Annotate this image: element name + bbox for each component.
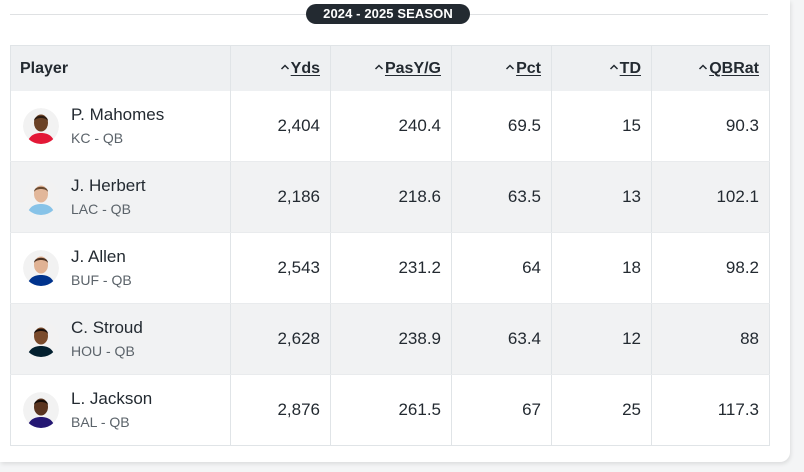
stat-pasyg: 261.5 (330, 374, 452, 446)
passing-stats-table: Player Yds PasY/G Pct TD QBRat (10, 45, 770, 446)
stat-pct: 69.5 (451, 91, 552, 162)
player-team-position: BAL - QB (71, 414, 130, 430)
stat-yds: 2,543 (230, 232, 331, 304)
sort-up-icon (374, 63, 383, 70)
player-headshot-icon[interactable] (23, 179, 59, 215)
stat-pct: 63.4 (451, 303, 552, 375)
stats-card: 2024 - 2025 SEASON Player Yds PasY/G Pct… (0, 0, 790, 462)
table-row: C. Stroud HOU - QB 2,628 238.9 63.4 12 8… (10, 303, 770, 375)
stat-td: 25 (551, 374, 652, 446)
player-name-link[interactable]: J. Herbert (71, 176, 146, 195)
stat-td: 15 (551, 91, 652, 162)
table-row: P. Mahomes KC - QB 2,404 240.4 69.5 15 9… (10, 91, 770, 162)
column-header-td[interactable]: TD (551, 45, 652, 91)
stat-qbrat: 102.1 (651, 161, 770, 233)
player-headshot-icon[interactable] (23, 321, 59, 357)
stat-yds: 2,404 (230, 91, 331, 162)
stat-td: 18 (551, 232, 652, 304)
stat-yds: 2,186 (230, 161, 331, 233)
sort-up-icon (609, 63, 618, 70)
stat-qbrat: 88 (651, 303, 770, 375)
stat-qbrat: 90.3 (651, 91, 770, 162)
table-header-row: Player Yds PasY/G Pct TD QBRat (10, 45, 770, 91)
column-header-yds[interactable]: Yds (230, 45, 331, 91)
column-header-label: PasY/G (384, 59, 441, 77)
stat-qbrat: 98.2 (651, 232, 770, 304)
player-cell: J. Herbert LAC - QB (10, 161, 231, 233)
sort-up-icon (506, 63, 515, 70)
player-name-link[interactable]: J. Allen (71, 247, 126, 266)
player-team-position: BUF - QB (71, 272, 132, 288)
player-headshot-icon[interactable] (23, 250, 59, 286)
stat-pct: 67 (451, 374, 552, 446)
stat-yds: 2,876 (230, 374, 331, 446)
season-badge: 2024 - 2025 SEASON (306, 4, 470, 24)
column-header-pct[interactable]: Pct (451, 45, 552, 91)
column-header-label: Yds (290, 59, 320, 77)
player-headshot-icon[interactable] (23, 108, 59, 144)
column-header-label: QBRat (709, 59, 759, 77)
player-team-position: KC - QB (71, 130, 124, 146)
table-row: J. Allen BUF - QB 2,543 231.2 64 18 98.2 (10, 232, 770, 304)
player-team-position: LAC - QB (71, 201, 131, 217)
column-header-pasyg[interactable]: PasY/G (330, 45, 452, 91)
player-cell: L. Jackson BAL - QB (10, 374, 231, 446)
column-header-label: TD (619, 59, 641, 77)
stat-td: 12 (551, 303, 652, 375)
column-header-player: Player (10, 45, 231, 91)
column-header-label: Pct (516, 59, 541, 77)
player-cell: C. Stroud HOU - QB (10, 303, 231, 375)
player-cell: J. Allen BUF - QB (10, 232, 231, 304)
table-row: J. Herbert LAC - QB 2,186 218.6 63.5 13 … (10, 161, 770, 233)
player-name-link[interactable]: L. Jackson (71, 389, 153, 408)
stat-pasyg: 218.6 (330, 161, 452, 233)
player-headshot-icon[interactable] (23, 392, 59, 428)
stat-pasyg: 240.4 (330, 91, 452, 162)
sort-up-icon (280, 63, 289, 70)
player-team-position: HOU - QB (71, 343, 135, 359)
column-header-qbrat[interactable]: QBRat (651, 45, 770, 91)
stat-td: 13 (551, 161, 652, 233)
player-cell: P. Mahomes KC - QB (10, 91, 231, 162)
player-name-link[interactable]: C. Stroud (71, 318, 143, 337)
stat-pasyg: 231.2 (330, 232, 452, 304)
sort-up-icon (699, 63, 708, 70)
stat-pasyg: 238.9 (330, 303, 452, 375)
stat-pct: 64 (451, 232, 552, 304)
stat-pct: 63.5 (451, 161, 552, 233)
stat-qbrat: 117.3 (651, 374, 770, 446)
table-row: L. Jackson BAL - QB 2,876 261.5 67 25 11… (10, 374, 770, 446)
stat-yds: 2,628 (230, 303, 331, 375)
player-name-link[interactable]: P. Mahomes (71, 105, 165, 124)
